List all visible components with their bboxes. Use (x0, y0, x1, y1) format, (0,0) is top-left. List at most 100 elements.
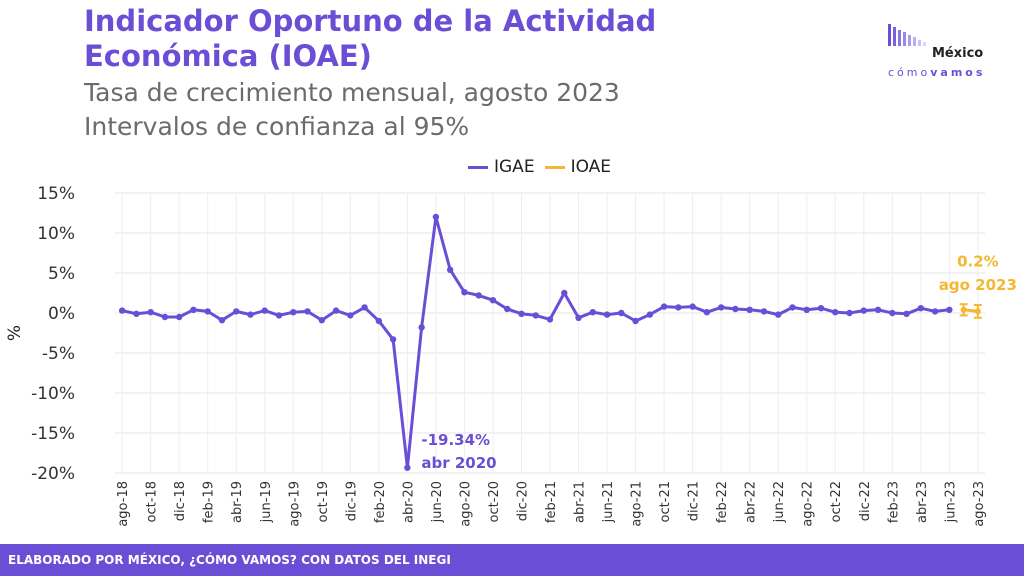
data-point-igae (290, 309, 297, 316)
x-tick-label: dic-18 (173, 481, 188, 521)
data-point-igae (204, 308, 211, 315)
data-point-igae (546, 316, 554, 323)
data-point-igae (874, 306, 882, 313)
data-point-ioae (974, 308, 981, 315)
x-tick-label: ago-18 (116, 481, 131, 527)
data-point-igae (304, 308, 311, 315)
chart-title: Indicador Oportuno de la Actividad Econó… (84, 4, 657, 73)
footer-bar: ELABORADO POR MÉXICO, ¿CÓMO VAMOS? CON D… (0, 544, 1024, 576)
footer-credit: ELABORADO POR MÉXICO, ¿CÓMO VAMOS? CON D… (8, 553, 451, 567)
data-point-igae (632, 317, 639, 325)
data-point-igae (575, 314, 582, 321)
data-point-igae (361, 304, 368, 311)
x-tick-label: ago-23 (972, 481, 987, 527)
x-tick-label: dic-22 (858, 481, 873, 521)
legend-label-igae: IGAE (494, 157, 535, 177)
data-point-igae (118, 307, 126, 314)
data-point-igae (446, 266, 454, 273)
annotation-min-value: -19.34% (421, 431, 490, 449)
data-point-igae (846, 309, 853, 317)
data-point-igae (432, 213, 440, 221)
x-tick-label: ago-22 (801, 481, 816, 527)
data-point-igae (717, 304, 725, 311)
data-point-igae (789, 304, 796, 311)
data-point-igae (161, 313, 169, 321)
data-point-igae (860, 307, 867, 314)
data-point-igae (817, 305, 825, 312)
data-point-igae (418, 324, 425, 331)
data-point-igae (646, 311, 654, 318)
data-point-igae (518, 310, 525, 317)
legend-item-igae: IGAE (468, 157, 535, 177)
logo-name: México (932, 46, 984, 61)
data-point-igae (689, 303, 696, 310)
x-tick-label: oct-22 (829, 481, 844, 522)
data-point-igae (133, 310, 140, 317)
x-tick-label: abr-22 (744, 481, 759, 523)
data-point-igae (218, 317, 226, 324)
data-point-igae (389, 336, 397, 343)
x-tick-label: abr-19 (230, 481, 245, 523)
x-tick-label: oct-21 (658, 481, 673, 522)
data-point-igae (318, 317, 326, 324)
logo-bars-icon (888, 24, 926, 46)
x-tick-label: jun-20 (430, 481, 445, 523)
logo: México cómovamos (888, 22, 1008, 82)
data-point-igae (375, 317, 383, 325)
data-point-ioae (960, 306, 967, 313)
data-point-igae (746, 306, 753, 313)
data-point-igae (233, 308, 240, 315)
chart-subtitle-interval: Intervalos de confianza al 95% (84, 112, 470, 141)
x-tick-label: abr-23 (915, 481, 930, 523)
y-tick-label: 10% (37, 224, 75, 244)
data-point-igae (247, 311, 254, 318)
annotation-last-date: ago 2023 (939, 276, 1017, 294)
legend-label-ioae: IOAE (570, 157, 612, 177)
data-point-igae (147, 309, 154, 316)
data-point-igae (803, 306, 810, 313)
y-tick-label: -5% (42, 344, 75, 364)
annotation-min-date: abr 2020 (421, 454, 496, 472)
x-tick-label: dic-20 (515, 481, 530, 521)
x-tick-label: feb-22 (715, 481, 730, 523)
data-point-igae (675, 304, 682, 311)
y-tick-label: -15% (31, 424, 75, 444)
x-tick-label: dic-21 (687, 481, 702, 521)
legend-line-icon (544, 165, 565, 169)
data-point-igae (332, 307, 340, 314)
x-tick-label: jun-21 (601, 481, 616, 523)
x-tick-label: abr-21 (573, 481, 588, 523)
data-point-igae (404, 464, 411, 471)
data-point-igae (175, 313, 183, 321)
data-point-igae (903, 310, 910, 317)
x-tick-label: ago-21 (630, 481, 645, 527)
data-point-igae (660, 303, 668, 310)
y-tick-label: 15% (37, 184, 75, 204)
x-tick-label: feb-21 (544, 481, 559, 523)
chart-legend: IGAE IOAE (468, 156, 621, 178)
y-tick-label: 5% (48, 264, 75, 284)
legend-line-icon (468, 165, 488, 169)
legend-item-ioae: IOAE (544, 157, 612, 177)
data-point-igae (889, 309, 896, 317)
series-line-igae (121, 215, 950, 470)
data-point-igae (532, 312, 539, 319)
data-point-igae (190, 306, 197, 313)
logo-tagline: cómovamos (888, 66, 986, 79)
x-tick-label: oct-18 (145, 481, 160, 522)
data-point-igae (774, 311, 782, 318)
data-point-igae (703, 309, 711, 316)
x-tick-label: oct-19 (316, 481, 331, 522)
data-point-igae (618, 309, 625, 317)
y-tick-label: -20% (31, 464, 75, 484)
data-point-igae (732, 305, 739, 313)
x-tick-label: abr-20 (401, 481, 416, 523)
x-tick-label: oct-20 (487, 481, 502, 522)
x-tick-label: ago-20 (458, 481, 473, 527)
chart-subtitle-rate: Tasa de crecimiento mensual, agosto 2023 (84, 78, 620, 107)
data-point-igae (461, 289, 468, 296)
y-axis-label: % (5, 325, 25, 341)
data-point-igae (917, 305, 925, 312)
annotation-last-value: 0.2% (957, 253, 999, 271)
data-point-igae (475, 292, 482, 299)
